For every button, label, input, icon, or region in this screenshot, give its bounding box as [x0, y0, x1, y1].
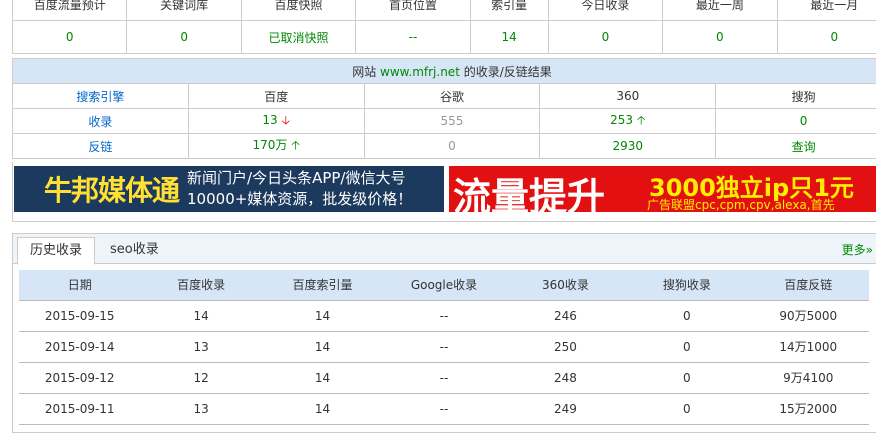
- cell: 0: [626, 300, 747, 331]
- cell: 2015-09-11: [19, 393, 140, 424]
- col-header: 搜狗: [716, 84, 876, 109]
- col-header: 最近一周: [663, 0, 777, 21]
- cell: --: [383, 393, 504, 424]
- ad-text: 流量提升: [453, 166, 605, 212]
- 360-index: 253 🡡: [540, 109, 716, 134]
- cell: 14: [140, 300, 261, 331]
- cell: --: [383, 362, 504, 393]
- value: 0: [777, 21, 876, 54]
- ad-text: 新闻门户/今日头条APP/微信大号: [187, 168, 412, 189]
- cell: 12: [140, 362, 261, 393]
- arrow-down-icon: 🡣: [281, 113, 290, 127]
- result-table: 网站 www.mfrj.net 的收录/反链结果 搜索引擎 百度 谷歌 360 …: [12, 58, 876, 159]
- col-header: 日期: [19, 270, 140, 300]
- ad-logo: 牛邦媒体通: [44, 169, 179, 209]
- cell: 246: [505, 300, 626, 331]
- value: 0: [13, 21, 127, 54]
- result-title: 网站 www.mfrj.net 的收录/反链结果: [13, 59, 876, 84]
- cell: 13: [140, 393, 261, 424]
- more-link[interactable]: 更多»: [842, 241, 873, 258]
- cell: 2015-09-14: [19, 331, 140, 362]
- cell: --: [383, 300, 504, 331]
- col-header: 今日收录: [548, 0, 662, 21]
- 360-backlinks: 2930: [540, 134, 716, 159]
- cell: 90万5000: [748, 300, 869, 331]
- col-header: 首页位置: [356, 0, 470, 21]
- tab-history[interactable]: 历史收录: [17, 237, 95, 265]
- cell: 248: [505, 362, 626, 393]
- cell: 14: [262, 393, 383, 424]
- cell: --: [383, 331, 504, 362]
- google-index: 555: [364, 109, 540, 134]
- sogou-index: 0: [716, 109, 876, 134]
- col-header: 百度快照: [241, 0, 355, 21]
- col-header: 最近一月: [777, 0, 876, 21]
- summary-table: 百度流量预计 关键词库 百度快照 首页位置 索引量 今日收录 最近一周 最近一月…: [12, 0, 876, 54]
- col-header: 百度反链: [748, 270, 869, 300]
- row-label: 反链: [13, 134, 189, 159]
- sogou-query-link[interactable]: 查询: [716, 134, 876, 159]
- col-header: 百度流量预计: [13, 0, 127, 21]
- cell: 14万1000: [748, 331, 869, 362]
- col-header: 百度索引量: [262, 270, 383, 300]
- baidu-index: 13 🡣: [188, 109, 364, 134]
- col-header: 索引量: [470, 0, 548, 21]
- cell: 2015-09-15: [19, 300, 140, 331]
- cell: 14: [262, 300, 383, 331]
- col-header: 关键词库: [127, 0, 241, 21]
- col-header: Google收录: [383, 270, 504, 300]
- value: 0: [127, 21, 241, 54]
- ad-text: 10000+媒体资源，批发级价格！: [187, 189, 412, 210]
- domain-link[interactable]: www.mfrj.net: [380, 65, 460, 79]
- value: 14: [470, 21, 548, 54]
- cell: 0: [626, 362, 747, 393]
- cell: 14: [262, 362, 383, 393]
- baidu-backlinks: 170万 🡡: [188, 134, 364, 159]
- snapshot-link[interactable]: 已取消快照: [241, 21, 355, 54]
- value: --: [356, 21, 470, 54]
- cell: 9万4100: [748, 362, 869, 393]
- cell: 249: [505, 393, 626, 424]
- cell: 2015-09-12: [19, 362, 140, 393]
- cell: 0: [626, 331, 747, 362]
- cell: 15万2000: [748, 393, 869, 424]
- tab-bar: 历史收录 seo收录 更多»: [13, 234, 876, 264]
- arrow-up-icon: 🡡: [291, 138, 300, 152]
- google-backlinks: 0: [364, 134, 540, 159]
- engine-label: 搜索引擎: [13, 84, 189, 109]
- cell: 250: [505, 331, 626, 362]
- col-header: 搜狗收录: [626, 270, 747, 300]
- cell: 0: [626, 393, 747, 424]
- value: 0: [663, 21, 777, 54]
- col-header: 谷歌: [364, 84, 540, 109]
- col-header: 360收录: [505, 270, 626, 300]
- tab-seo[interactable]: seo收录: [98, 237, 171, 265]
- ad-right[interactable]: 流量提升 3000独立ip只1元 广告联盟cpc,cpm,cpv,alexa,首…: [449, 166, 876, 212]
- ad-text: 广告联盟cpc,cpm,cpv,alexa,首先: [647, 196, 835, 212]
- row-label: 收录: [13, 109, 189, 134]
- col-header: 360: [540, 84, 716, 109]
- cell: 14: [262, 331, 383, 362]
- arrow-up-icon: 🡡: [637, 113, 646, 127]
- value: 0: [548, 21, 662, 54]
- col-header: 百度: [188, 84, 364, 109]
- col-header: 百度收录: [140, 270, 261, 300]
- cell: 13: [140, 331, 261, 362]
